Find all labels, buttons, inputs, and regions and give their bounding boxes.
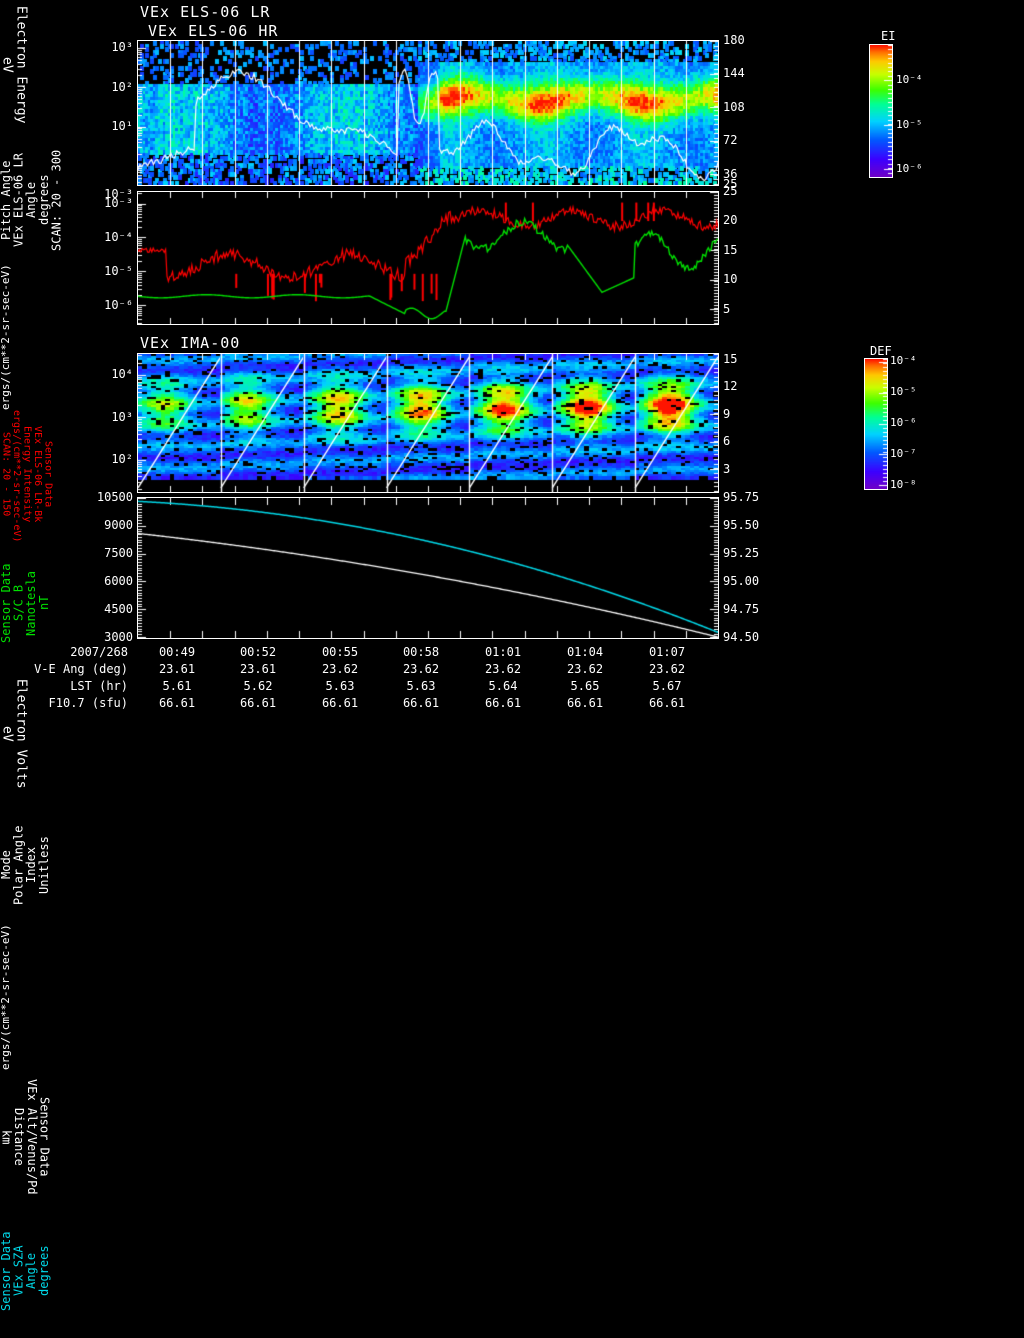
tick-label: 10⁻⁶ [896,162,923,176]
panel4-left-axis-label: Sensor Data VEx Alt/Venus/Pd Distance km [0,1079,52,1195]
colorbar1 [869,44,893,178]
footer-cell: 5.64 [488,679,518,693]
tick-label: 10⁻⁶ [104,298,133,313]
footer-cell: 00:55 [321,645,359,659]
tick-label: 10 [723,272,738,287]
tick-label: 20 [723,213,738,228]
footer-cell: 01:04 [566,645,604,659]
footer-cell: 23.62 [648,662,686,676]
tick-label: 12 [723,379,738,394]
footer-cell: 5.62 [243,679,273,693]
tick-label: 95.00 [723,574,760,588]
energy-intensity-magfield-panel [137,191,719,325]
footer-cell: 23.62 [321,662,359,676]
footer-cell: 5.63 [406,679,436,693]
tick-label: 9000 [104,518,133,532]
ima-ion-spectrogram-panel [137,353,719,493]
tick-label: 10¹ [111,119,133,134]
footer-cell: 01:07 [648,645,686,659]
tick-label: 144 [723,66,745,81]
tick-label: 25 [723,184,738,198]
tick-label: 94.75 [723,602,760,616]
panel3-right-axis-label: Mode Polar Angle Index Unitless [0,825,51,905]
panel3-title: VEx IMA-00 [140,334,241,352]
tick-label: 10⁻⁸ [890,478,917,492]
tick-label: 95.50 [723,518,760,532]
tick-label: 10⁻⁶ [890,416,917,429]
tick-label: 10⁻⁷ [890,447,917,461]
footer-cell: 66.61 [648,696,686,710]
panel4-right-axis-label: Sensor Data VEx SZA Angle degrees [0,1231,51,1311]
altitude-sza-panel [137,497,719,639]
tick-label: 95.25 [723,546,760,560]
tick-label: 180 [723,33,745,47]
colorbar1-units: ergs/(cm**2-sr-sec-eV) [0,264,12,410]
footer-cell: 23.62 [484,662,522,676]
electron-energy-spectrogram-panel [137,40,719,186]
panel2-left-axis-label: Sensor Data VEx ELS-06 LR-Bk Energy Inte… [0,410,54,543]
tick-label: 10² [111,452,133,467]
panel1-title-lr: VEx ELS-06 LR [140,3,271,21]
tick-label: 25 [723,177,738,191]
footer-cell: 01:01 [484,645,522,659]
tick-label: 7500 [104,546,133,560]
footer-cell: 5.65 [570,679,600,693]
tick-label: 94.50 [723,630,760,644]
footer-cell: 23.61 [158,662,196,676]
footer-row-label: LST (hr) [70,679,128,693]
tick-label: 15 [723,242,738,257]
tick-label: 5 [723,301,731,316]
footer-cell: 66.61 [158,696,196,710]
tick-label: 10⁻⁵ [104,263,133,278]
tick-label: 10² [111,79,133,94]
tick-label: 10³ [111,39,133,54]
tick-label: 6 [723,434,731,449]
footer-cell: 00:52 [239,645,277,659]
footer-cell: 23.61 [239,662,277,676]
colorbar2-title: DEF [870,344,892,358]
footer-cell: 5.67 [652,679,682,693]
colorbar2-units: ergs/(cm**2-sr-sec-eV) [0,924,12,1070]
footer-cell: 66.61 [239,696,277,710]
colorbar1-title: EI [881,29,896,43]
tick-label: 15 [723,351,738,366]
footer-row-label: 2007/268 [70,645,128,659]
tick-label: 72 [723,133,738,148]
footer-cell: 66.61 [321,696,359,710]
tick-label: 4500 [104,602,133,616]
tick-label: 10⁻³ [104,195,133,210]
footer-cell: 00:58 [402,645,440,659]
footer-cell: 66.61 [484,696,522,710]
footer-cell: 23.62 [566,662,604,676]
footer-row-label: V-E Ang (deg) [34,662,128,676]
tick-label: 10500 [96,490,133,504]
tick-label: 10⁻⁴ [890,353,917,367]
tick-label: 3 [723,461,731,476]
tick-label: 3000 [104,630,133,644]
tick-label: 10⁻⁵ [896,117,923,131]
footer-cell: 23.62 [402,662,440,676]
tick-label: 9 [723,406,731,421]
tick-label: 10⁴ [111,367,133,382]
panel1-left-axis-label: Electron Energy eV [0,6,29,124]
footer-cell: 5.61 [162,679,192,693]
footer-row-label: F10.7 (sfu) [48,696,128,710]
tick-label: 108 [723,99,745,114]
tick-label: 10⁻⁵ [890,384,917,398]
tick-label: 10⁻⁴ [896,72,923,86]
tick-label: 95.75 [723,490,760,504]
footer-cell: 00:49 [158,645,196,659]
tick-label: 10³ [111,409,133,424]
tick-label: 36 [723,166,738,181]
footer-cell: 66.61 [566,696,604,710]
footer-cell: 5.63 [325,679,355,693]
panel1-title-hr: VEx ELS-06 HR [148,22,279,40]
colorbar2 [864,358,888,490]
summary-plot-window: VEx ELS-06 LR VEx ELS-06 HR Electron Ene… [0,3,923,1311]
tick-label: 6000 [104,574,133,588]
footer-cell: 66.61 [402,696,440,710]
tick-label: 10⁻⁴ [104,229,133,244]
tick-label: 10⁻³ [104,187,133,201]
